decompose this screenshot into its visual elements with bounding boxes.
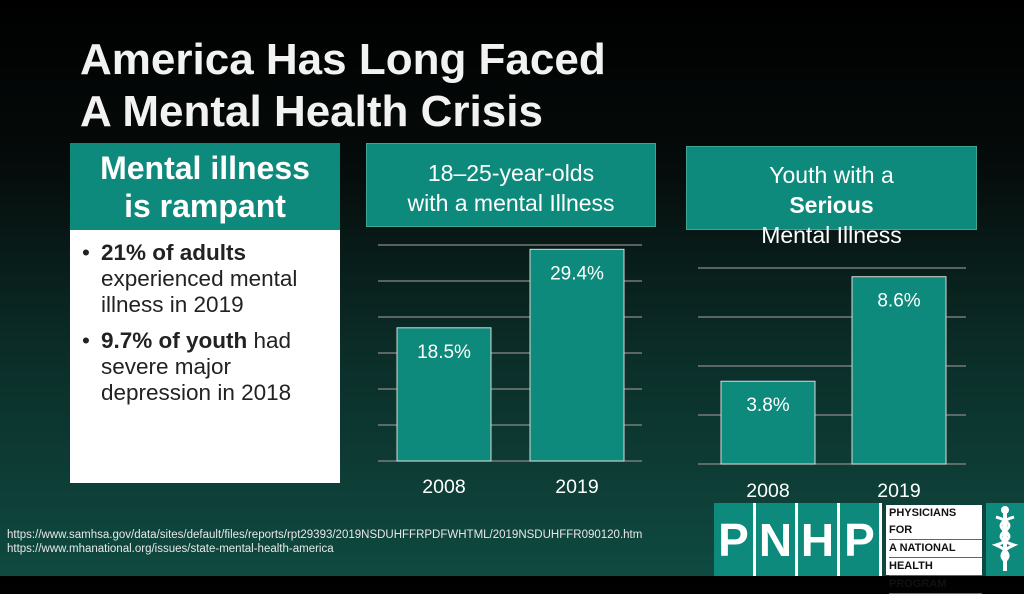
bar-chart-young-adults: 18.5% 2008 29.4% 2019 xyxy=(378,244,642,498)
bullet-text: experienced mental illness in 2019 xyxy=(101,266,298,317)
logo-word: HEALTH xyxy=(889,558,982,576)
panel-heading: Mental illness is rampant xyxy=(70,143,340,230)
bar xyxy=(529,248,625,462)
logo-word: PHYSICIANS FOR xyxy=(889,505,982,540)
x-tick-label: 2019 xyxy=(555,476,598,498)
data-label: 18.5% xyxy=(417,342,471,363)
bullet-dot: • xyxy=(82,240,90,265)
logo-words: PHYSICIANS FOR A NATIONAL HEALTH PROGRAM xyxy=(886,505,982,594)
panel-heading-line-2: is rampant xyxy=(124,188,286,224)
bullet-item: • 9.7% of youth had severe major depress… xyxy=(82,328,332,406)
chart-title-line-2: Serious Mental Illness xyxy=(687,190,976,250)
x-tick-label: 2008 xyxy=(746,480,789,502)
info-panel: Mental illness is rampant • 21% of adult… xyxy=(70,143,340,483)
bar xyxy=(851,276,947,465)
bullet-item: • 21% of adults experienced mental illne… xyxy=(82,240,332,318)
caduceus-icon xyxy=(986,503,1024,576)
logo-letter: P xyxy=(844,513,875,566)
chart-title-rest: Mental Illness xyxy=(761,222,902,248)
logo-word: A NATIONAL xyxy=(889,540,982,558)
pnhp-logo: P N H P PHYSICIANS FOR A NATIONAL HEALTH… xyxy=(714,503,1024,594)
logo-letter: H xyxy=(800,513,835,566)
bullet-dot: • xyxy=(82,328,90,353)
chart-title-youth-serious: Youth with a Serious Mental Illness xyxy=(686,146,977,248)
data-label: 3.8% xyxy=(746,395,789,416)
bullet-list: • 21% of adults experienced mental illne… xyxy=(70,230,340,406)
logo-letter-box: H xyxy=(798,503,840,576)
title-line-2: A Mental Health Crisis xyxy=(80,87,543,136)
bar xyxy=(396,327,492,462)
x-tick-label: 2008 xyxy=(422,476,465,498)
panel-heading-line-1: Mental illness xyxy=(100,150,310,186)
logo-letter-box: N xyxy=(756,503,798,576)
page-title: America Has Long Faced A Mental Health C… xyxy=(80,34,606,138)
source-link[interactable]: https://www.samhsa.gov/data/sites/defaul… xyxy=(7,529,643,541)
title-line-1: America Has Long Faced xyxy=(80,35,606,84)
bullet-bold: 9.7% of youth xyxy=(101,328,248,353)
logo-letter: P xyxy=(718,513,749,566)
data-label: 29.4% xyxy=(550,263,604,284)
chart-title-young-adults: 18–25-year-olds with a mental Illness xyxy=(366,143,656,227)
chart-title-line-1: Youth with a xyxy=(769,162,894,188)
logo-letter-box: P xyxy=(840,503,882,576)
chart-title-line-1: 18–25-year-olds xyxy=(427,160,595,186)
chart-title-bold: Serious xyxy=(789,192,874,218)
logo-letter: N xyxy=(758,513,793,566)
bar-chart-youth-serious: 3.8% 2008 8.6% 2019 xyxy=(698,267,966,502)
source-link[interactable]: https://www.mhanational.org/issues/state… xyxy=(7,543,334,555)
source-list: https://www.samhsa.gov/data/sites/defaul… xyxy=(7,528,642,556)
logo-letters: P N H P xyxy=(714,503,882,576)
chart-title-line-2: with a mental Illness xyxy=(407,190,615,216)
bullet-bold: 21% of adults xyxy=(101,240,247,265)
logo-word: PROGRAM xyxy=(889,576,982,594)
bar xyxy=(720,380,816,465)
x-tick-label: 2019 xyxy=(877,480,920,502)
logo-letter-box: P xyxy=(714,503,756,576)
data-label: 8.6% xyxy=(877,291,920,312)
bullet-text: had severe major depression in 2018 xyxy=(101,328,292,405)
